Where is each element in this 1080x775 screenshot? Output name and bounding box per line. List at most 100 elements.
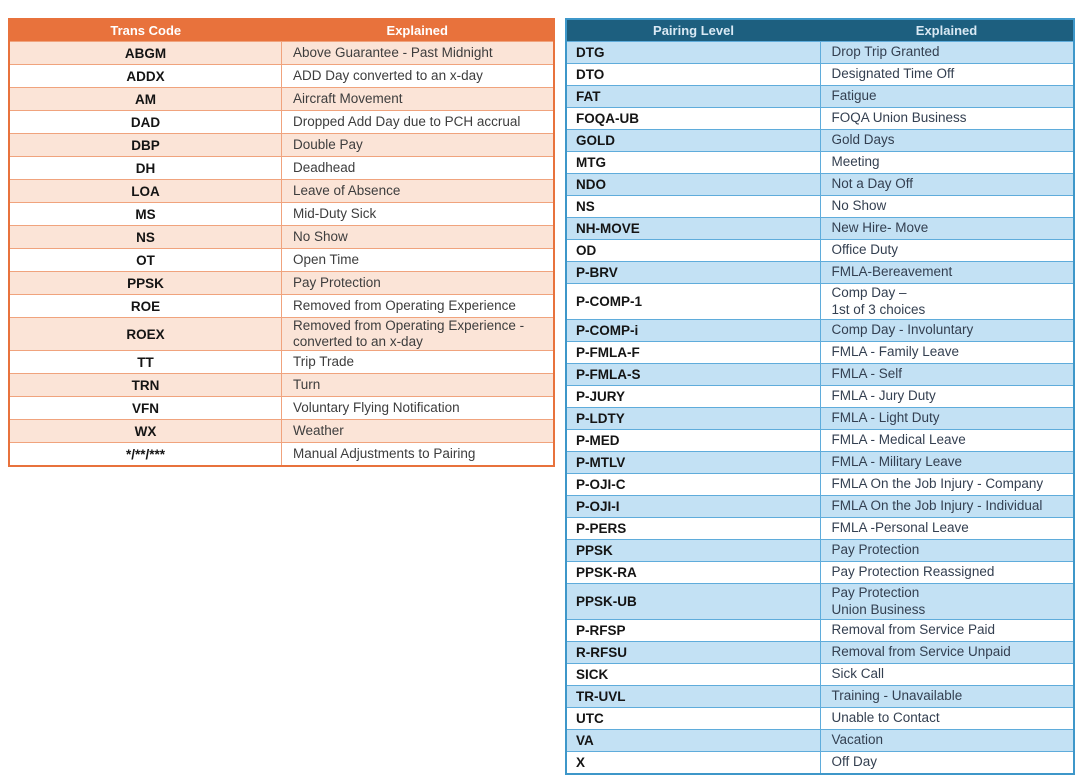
explained-cell: Removed from Operating Experience - conv… (281, 317, 555, 351)
table-row: X Off Day (565, 751, 1075, 775)
code-cell: P-FMLA-S (565, 363, 821, 386)
code-cell: TRN (8, 373, 282, 397)
explained-cell: No Show (819, 195, 1075, 218)
explained-cell: Meeting (819, 151, 1075, 174)
code-cell: NH-MOVE (565, 217, 821, 240)
code-cell: NDO (565, 173, 821, 196)
code-cell: NS (8, 225, 282, 249)
explained-cell: Pay Protection Reassigned (819, 561, 1075, 584)
code-cell: PPSK (565, 539, 821, 562)
code-cell: MTG (565, 151, 821, 174)
table-row: P-OJI-C FMLA On the Job Injury - Company (565, 473, 1075, 496)
table-row: NS No Show (565, 195, 1075, 218)
code-cell: LOA (8, 179, 282, 203)
explained-cell: Weather (281, 419, 555, 443)
table-row: P-COMP-i Comp Day - Involuntary (565, 319, 1075, 342)
table-row: P-LDTY FMLA - Light Duty (565, 407, 1075, 430)
table-row: FOQA-UB FOQA Union Business (565, 107, 1075, 130)
table-row: R-RFSU Removal from Service Unpaid (565, 641, 1075, 664)
code-cell: P-PERS (565, 517, 821, 540)
pairing-level-table-header: Pairing Level Explained (566, 19, 1074, 42)
explained-cell: ADD Day converted to an x-day (281, 64, 555, 88)
explained-cell: Above Guarantee - Past Midnight (281, 41, 555, 65)
table-row: P-FMLA-F FMLA - Family Leave (565, 341, 1075, 364)
code-cell: TR-UVL (565, 685, 821, 708)
explained-cell: Double Pay (281, 133, 555, 157)
table-row: */**/*** Manual Adjustments to Pairing (8, 442, 555, 467)
table-row: TT Trip Trade (8, 350, 555, 374)
table-row: GOLD Gold Days (565, 129, 1075, 152)
explained-cell: Leave of Absence (281, 179, 555, 203)
explained-cell: FMLA On the Job Injury - Individual (819, 495, 1075, 518)
table-row: DTO Designated Time Off (565, 63, 1075, 86)
code-cell: P-COMP-i (565, 319, 821, 342)
explained-cell: Removal from Service Paid (819, 619, 1075, 642)
code-cell: PPSK (8, 271, 282, 295)
table-row: VA Vacation (565, 729, 1075, 752)
column-header-explained: Explained (820, 19, 1074, 42)
explained-cell: Comp Day - Involuntary (819, 319, 1075, 342)
code-cell: TT (8, 350, 282, 374)
code-cell: ROEX (8, 317, 282, 351)
code-cell: OT (8, 248, 282, 272)
pairing-level-table: Pairing Level Explained DTG Drop Trip Gra… (565, 18, 1075, 775)
table-row: ADDX ADD Day converted to an x-day (8, 64, 555, 88)
explained-cell: Voluntary Flying Notification (281, 396, 555, 420)
explained-cell: Designated Time Off (819, 63, 1075, 86)
explained-cell: Fatigue (819, 85, 1075, 108)
code-cell: DAD (8, 110, 282, 134)
table-row: DBP Double Pay (8, 133, 555, 157)
code-cell: FAT (565, 85, 821, 108)
table-row: MTG Meeting (565, 151, 1075, 174)
table-row: P-MED FMLA - Medical Leave (565, 429, 1075, 452)
explained-cell: Trip Trade (281, 350, 555, 374)
code-cell: X (565, 751, 821, 775)
code-cell: ADDX (8, 64, 282, 88)
explained-cell: Turn (281, 373, 555, 397)
code-cell: DBP (8, 133, 282, 157)
column-header-trans-code: Trans Code (9, 19, 282, 42)
code-cell: P-MTLV (565, 451, 821, 474)
explained-cell: Open Time (281, 248, 555, 272)
code-cell: VFN (8, 396, 282, 420)
code-cell: ABGM (8, 41, 282, 65)
explained-cell: Mid-Duty Sick (281, 202, 555, 226)
code-cell: MS (8, 202, 282, 226)
code-cell: NS (565, 195, 821, 218)
header-row: Trans Code Explained (9, 19, 554, 42)
explained-cell: Removed from Operating Experience (281, 294, 555, 318)
explained-cell: FMLA -Personal Leave (819, 517, 1075, 540)
table-row: P-COMP-1 Comp Day – 1st of 3 choices (565, 283, 1075, 320)
table-row: P-PERS FMLA -Personal Leave (565, 517, 1075, 540)
explained-cell: Pay Protection (819, 539, 1075, 562)
table-row: P-FMLA-S FMLA - Self (565, 363, 1075, 386)
table-row: ROE Removed from Operating Experience (8, 294, 555, 318)
table-row: NDO Not a Day Off (565, 173, 1075, 196)
table-row: TR-UVL Training - Unavailable (565, 685, 1075, 708)
code-cell: PPSK-RA (565, 561, 821, 584)
table-row: PPSK-RA Pay Protection Reassigned (565, 561, 1075, 584)
explained-cell: FMLA On the Job Injury - Company (819, 473, 1075, 496)
table-row: WX Weather (8, 419, 555, 443)
code-cell: PPSK-UB (565, 583, 821, 620)
code-cell: VA (565, 729, 821, 752)
code-cell: R-RFSU (565, 641, 821, 664)
table-row: P-BRV FMLA-Bereavement (565, 261, 1075, 284)
table-row: NS No Show (8, 225, 555, 249)
code-cell: */**/*** (8, 442, 282, 467)
code-cell: P-OJI-I (565, 495, 821, 518)
explained-cell: FMLA - Military Leave (819, 451, 1075, 474)
code-cell: P-JURY (565, 385, 821, 408)
table-row: ABGM Above Guarantee - Past Midnight (8, 41, 555, 65)
explained-cell: FMLA - Self (819, 363, 1075, 386)
explained-cell: Deadhead (281, 156, 555, 180)
code-cell: SICK (565, 663, 821, 686)
explained-cell: Office Duty (819, 239, 1075, 262)
header-row: Pairing Level Explained (566, 19, 1074, 42)
code-cell: OD (565, 239, 821, 262)
table-row: P-MTLV FMLA - Military Leave (565, 451, 1075, 474)
code-cell: P-FMLA-F (565, 341, 821, 364)
trans-code-table: Trans Code Explained ABGM Above Guarantee… (8, 18, 555, 467)
table-row: FAT Fatigue (565, 85, 1075, 108)
